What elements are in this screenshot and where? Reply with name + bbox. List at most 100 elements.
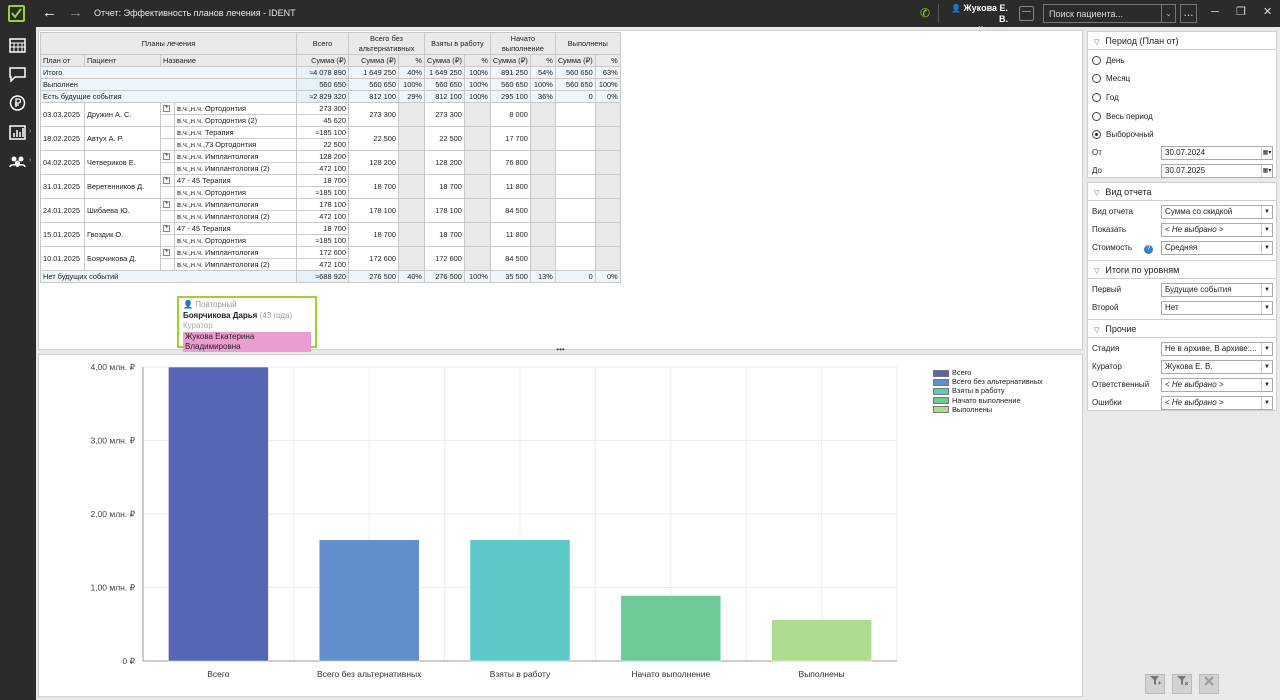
col-group-no-alt[interactable]: Всего без альтернативных: [348, 32, 425, 55]
col-sum[interactable]: Сумма (₽): [554, 54, 596, 67]
expand-plus-icon[interactable]: +: [163, 177, 170, 185]
chevron-down-icon[interactable]: ▼: [1261, 302, 1272, 314]
forward-arrow-icon[interactable]: →: [68, 4, 83, 21]
clear-filter-button[interactable]: [1172, 674, 1192, 694]
table-row[interactable]: 10.01.2025 Боярчикова Д. + в.ч.,н.ч. Имплан…: [40, 246, 621, 271]
col-plan-date[interactable]: План от: [40, 54, 85, 67]
table-row[interactable]: в.ч.,н.ч. Ортодонтия ≈185 100: [41, 234, 621, 247]
ruble-icon[interactable]: [9, 95, 26, 111]
chevron-down-icon[interactable]: ▼: [1261, 284, 1272, 296]
minimize-button[interactable]: ─: [1211, 6, 1219, 18]
reset-button[interactable]: [1199, 674, 1219, 694]
date-from-field[interactable]: 30.07.2024 ▦▾: [1161, 146, 1273, 160]
radio-month[interactable]: Месяц: [1092, 74, 1130, 84]
col-group-started[interactable]: Начато выполнение: [489, 32, 556, 55]
second-level-select[interactable]: Нет ▼: [1161, 301, 1273, 315]
table-row[interactable]: 15.01.2025 Гвоздик О. +47 - 45 Терапия 18 7…: [40, 222, 621, 247]
period-header[interactable]: ▽ Период (План от): [1088, 32, 1276, 50]
reports-icon[interactable]: [9, 125, 26, 140]
table-row[interactable]: 31.01.2025 Веретенников Д. +47 - 45 Терапи…: [40, 174, 621, 199]
more-menu-button[interactable]: ...: [1180, 4, 1197, 23]
col-group-plans[interactable]: Планы лечения: [40, 32, 297, 55]
chevron-down-icon[interactable]: ▼: [1261, 206, 1272, 218]
users-icon[interactable]: [9, 154, 26, 169]
report-view-header[interactable]: ▽ Вид отчета: [1088, 183, 1276, 201]
col-title[interactable]: Название: [160, 54, 297, 67]
summary-row[interactable]: Итого ≈4 078 890 1 649 250 40% 1 649 250 100%…: [40, 66, 621, 79]
summary-row[interactable]: Есть будущие события ≈2 829 320 812 100 29%…: [40, 90, 621, 103]
chevron-down-icon[interactable]: ▼: [1261, 343, 1272, 355]
collapse-icon[interactable]: ▽: [1094, 327, 1100, 334]
table-row[interactable]: 18.02.2025 Автух А. Р. в.ч.,н.ч. Терапия ≈1…: [40, 126, 621, 151]
col-group-in-work[interactable]: Взяты в работу: [424, 32, 491, 55]
table-row[interactable]: 04.02.2025 Четвериков Е. + в.ч.,н.ч. Имплан…: [40, 150, 621, 175]
show-select[interactable]: < Не выбрано > ▼: [1161, 223, 1273, 237]
report-type-select[interactable]: Сумма со скидкой ▼: [1161, 205, 1273, 219]
summary-row[interactable]: Нет будущих событий ≈688 920 276 500 40% 276…: [40, 270, 621, 283]
col-pct[interactable]: %: [594, 54, 621, 67]
col-group-done[interactable]: Выполнены: [554, 32, 621, 55]
chevron-down-icon[interactable]: ▼: [1261, 224, 1272, 236]
current-user[interactable]: 👤 Жукова Е. В. Куратор: [942, 3, 1008, 34]
expand-plus-icon[interactable]: +: [163, 249, 170, 257]
patient-search-input[interactable]: Поиск пациента... ⌄: [1043, 4, 1176, 23]
schedule-icon[interactable]: [9, 38, 26, 53]
chevron-right-icon[interactable]: ›: [29, 128, 32, 135]
calendar-dropdown-icon[interactable]: ▦▾: [1261, 165, 1272, 177]
col-sum[interactable]: Сумма (₽): [424, 54, 465, 67]
stage-select[interactable]: Не в архиве, В архиве:... ▼: [1161, 342, 1273, 356]
table-row[interactable]: в.ч.,н.ч. Ортодонтия ≈185 100: [41, 186, 621, 199]
expand-plus-icon[interactable]: +: [163, 105, 170, 113]
help-icon[interactable]: ?: [1144, 245, 1154, 254]
panel-splitter[interactable]: •••: [556, 345, 565, 354]
close-button[interactable]: ✕: [1263, 6, 1273, 18]
col-pct[interactable]: %: [398, 54, 425, 67]
collapse-icon[interactable]: ▽: [1094, 190, 1100, 197]
col-group-total[interactable]: Всего: [296, 32, 349, 55]
cost-select[interactable]: Средняя ▼: [1161, 241, 1273, 255]
col-patient[interactable]: Пациент: [84, 54, 161, 67]
radio-all-period[interactable]: Весь период: [1092, 112, 1153, 122]
col-sum[interactable]: Сумма (₽): [296, 54, 349, 67]
chevron-right-icon[interactable]: ›: [29, 157, 32, 164]
chevron-down-icon[interactable]: ▼: [1261, 379, 1272, 391]
chat-icon[interactable]: [9, 67, 26, 82]
radio-custom[interactable]: Выборочный: [1092, 130, 1154, 140]
date-to-field[interactable]: 30.07.2025 ▦▾: [1161, 164, 1273, 178]
curator-select[interactable]: Жукова Е. В. ▼: [1161, 360, 1273, 374]
table-row[interactable]: 24.01.2025 Шибаева Ю. + в.ч.,н.ч. Имплантол…: [40, 198, 621, 223]
apply-filter-button[interactable]: [1145, 674, 1165, 694]
pct-cell: [529, 222, 556, 247]
col-pct[interactable]: %: [529, 54, 556, 67]
first-level-select[interactable]: Будущие события ▼: [1161, 283, 1273, 297]
radio-year[interactable]: Год: [1092, 93, 1119, 103]
other-header[interactable]: ▽ Прочие: [1088, 320, 1276, 338]
table-row[interactable]: в.ч.,н.ч. Имплантология (2) 472 100: [41, 162, 621, 175]
collapse-icon[interactable]: ▽: [1094, 268, 1100, 275]
table-row[interactable]: 03.03.2025 Дружин А. С. + в.ч.,н.ч. Ортодон…: [40, 102, 621, 127]
app-logo-icon[interactable]: [8, 5, 25, 22]
back-arrow-icon[interactable]: ←: [42, 4, 57, 21]
expand-plus-icon[interactable]: +: [163, 153, 170, 161]
expand-plus-icon[interactable]: +: [163, 201, 170, 209]
chevron-down-icon[interactable]: ▼: [1261, 242, 1272, 254]
collapse-icon[interactable]: ▽: [1094, 39, 1100, 46]
chevron-down-icon[interactable]: ▼: [1261, 361, 1272, 373]
responsible-select[interactable]: < Не выбрано > ▼: [1161, 378, 1273, 392]
levels-header[interactable]: ▽ Итоги по уровням: [1088, 261, 1276, 279]
errors-select[interactable]: < Не выбрано > ▼: [1161, 396, 1273, 410]
calendar-icon[interactable]: [1019, 6, 1034, 21]
table-row[interactable]: в.ч.,н.ч.,73 Ортодонтия 22 500: [41, 138, 621, 151]
col-sum[interactable]: Сумма (₽): [489, 54, 531, 67]
calendar-dropdown-icon[interactable]: ▦▾: [1261, 147, 1272, 159]
table-row[interactable]: в.ч.,н.ч. Имплантология (2) 472 100: [41, 258, 621, 271]
col-sum[interactable]: Сумма (₽): [348, 54, 399, 67]
expand-plus-icon[interactable]: +: [163, 225, 170, 233]
chevron-down-icon[interactable]: ⌄: [1161, 5, 1175, 22]
phone-icon[interactable]: ✆: [920, 6, 931, 20]
radio-day[interactable]: День: [1092, 56, 1124, 66]
restore-button[interactable]: ❐: [1236, 6, 1246, 18]
chevron-down-icon[interactable]: ▼: [1261, 397, 1272, 409]
summary-row[interactable]: Выполнен 560 650 560 650 100% 560 650 100% 560…: [40, 78, 621, 91]
col-pct[interactable]: %: [463, 54, 491, 67]
